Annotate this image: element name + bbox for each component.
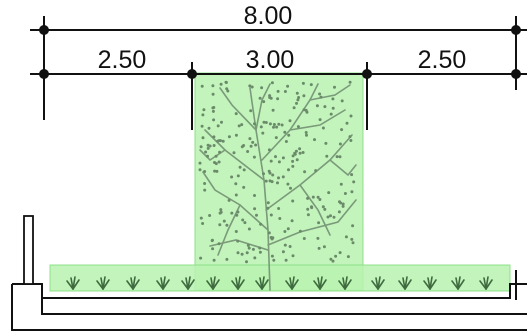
post — [23, 215, 34, 285]
grass-tuft-icon — [231, 276, 245, 290]
grass-tuft-icon — [398, 276, 412, 290]
grass-tuft-icon — [126, 276, 140, 290]
dimension-tick-dots — [39, 25, 521, 79]
grass-tuft-icon — [479, 276, 493, 290]
grass-tuft-icon — [338, 276, 352, 290]
grass-tuft-icon — [96, 276, 110, 290]
ground-planting-strip — [49, 264, 511, 292]
grass-tuft-icon — [313, 276, 327, 290]
grass-tuft-icon — [285, 276, 299, 290]
left-bay-dimension-label: 2.50 — [98, 46, 147, 74]
right-bay-dimension-label: 2.50 — [418, 46, 467, 74]
grass-tuft-icon — [371, 276, 385, 290]
grass-tuft-icon — [181, 276, 195, 290]
grass-tuft-icon — [156, 276, 170, 290]
grass-tuft-icon — [255, 276, 269, 290]
overall-dimension-label: 8.00 — [244, 2, 293, 30]
grass-tuft-icon — [423, 276, 437, 290]
center-bay-dimension-label: 3.00 — [246, 46, 295, 74]
tree-foliage-dots — [198, 80, 356, 264]
grass-row — [66, 276, 493, 290]
planter-section — [11, 283, 527, 331]
grass-tuft-icon — [66, 276, 80, 290]
grass-tuft-icon — [451, 276, 465, 290]
center-planting-zone — [194, 72, 364, 291]
grass-tuft-icon — [206, 276, 220, 290]
